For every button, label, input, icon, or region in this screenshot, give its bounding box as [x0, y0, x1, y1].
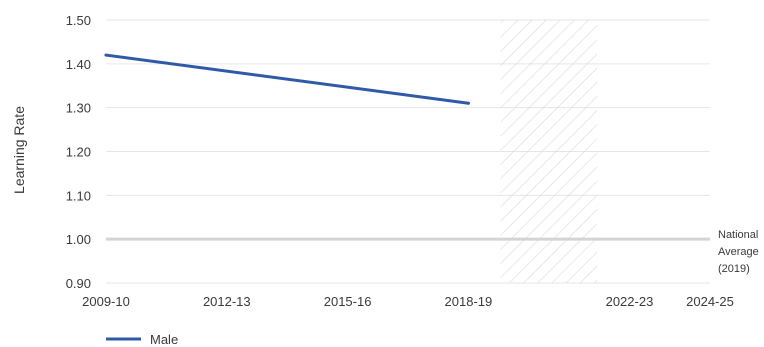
y-axis-title: Learning Rate — [11, 106, 27, 194]
y-tick-label: 1.00 — [66, 232, 91, 247]
x-tick-label: 2009-10 — [82, 294, 130, 309]
y-tick-label: 1.30 — [66, 101, 91, 116]
national-average-label-line-2: Average — [718, 246, 759, 258]
y-axis-tick-labels: 0.90 1.00 1.10 1.20 1.30 1.40 1.50 — [66, 13, 91, 291]
data-point-male-1 — [466, 101, 470, 105]
national-average-label-line-3: (2019) — [718, 263, 750, 275]
data-point-male-0 — [104, 53, 108, 57]
x-axis-tick-labels: 2009-10 2012-13 2015-16 2018-19 2022-23 2024-… — [82, 294, 734, 309]
legend-label-male: Male — [150, 332, 178, 347]
series-line-male — [104, 53, 470, 105]
x-tick-label: 2018-19 — [445, 294, 493, 309]
y-tick-label: 1.40 — [66, 57, 91, 72]
series-lines — [104, 53, 470, 105]
legend: Male — [106, 332, 178, 347]
y-tick-label: 0.90 — [66, 276, 91, 291]
national-average-label: National Average (2019) — [718, 229, 762, 275]
y-tick-label: 1.20 — [66, 145, 91, 160]
x-tick-label: 2024-25 — [686, 294, 734, 309]
x-tick-label: 2015-16 — [324, 294, 372, 309]
gridlines — [106, 19, 710, 284]
shaded-period — [500, 20, 598, 283]
x-tick-label: 2022-23 — [606, 294, 654, 309]
y-tick-label: 1.50 — [66, 13, 91, 28]
x-tick-label: 2012-13 — [203, 294, 251, 309]
y-tick-label: 1.10 — [66, 188, 91, 203]
national-average-label-line-1: National — [718, 229, 758, 241]
